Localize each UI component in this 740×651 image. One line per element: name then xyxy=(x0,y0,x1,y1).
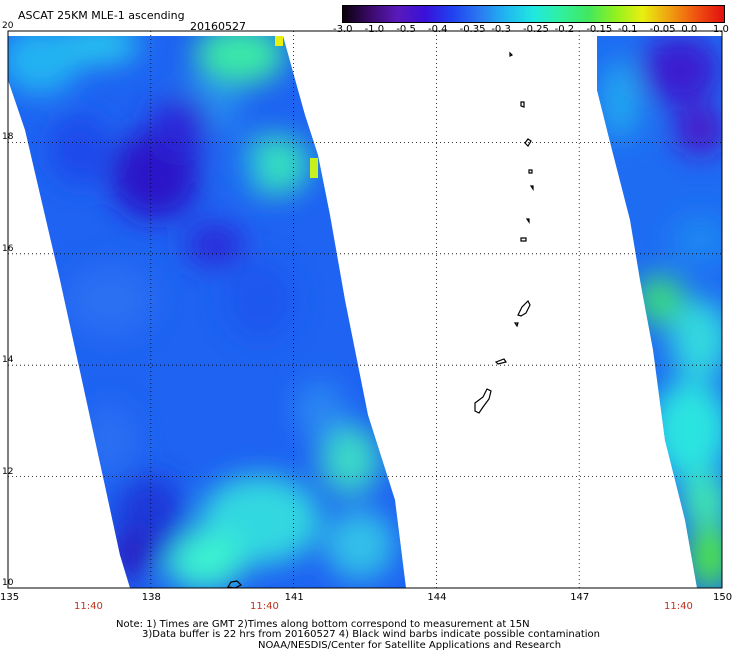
footer-note-3: NOAA/NESDIS/Center for Satellite Applica… xyxy=(258,640,562,651)
colorbar-tick-label: -0.5 xyxy=(396,24,416,35)
colorbar-tick-label: -0.05 xyxy=(649,24,676,35)
footer-note-1: Note: 1) Times are GMT 2)Times along bot… xyxy=(116,619,530,630)
lat-label: 20 xyxy=(2,21,14,31)
lat-label: 18 xyxy=(2,132,14,143)
coastlines xyxy=(227,51,534,589)
colorbar-tick-label: 0.0 xyxy=(681,24,698,35)
lon-label: 150 xyxy=(713,592,733,603)
colorbar-gradient xyxy=(343,6,724,22)
colorbar-tick-label: -1.0 xyxy=(364,24,385,35)
lat-label: 14 xyxy=(2,355,14,366)
colorbar-tick-label: 1.0 xyxy=(713,24,729,35)
colorbar-tick-label: -0.15 xyxy=(586,24,613,35)
lon-label: 147 xyxy=(570,592,590,603)
colorbar xyxy=(342,5,725,23)
lon-label: 138 xyxy=(141,592,161,603)
colorbar-tick-label: -3.0 xyxy=(333,24,353,35)
time-label: 11:40 xyxy=(250,601,279,612)
colorbar-tick-label: -0.1 xyxy=(618,24,638,35)
lat-label: 12 xyxy=(2,466,14,477)
date-label: 20160527 xyxy=(190,20,246,33)
map-frame xyxy=(7,30,723,589)
colorbar-tick-label: -0.35 xyxy=(459,24,486,35)
colorbar-tick-label: -0.3 xyxy=(491,24,511,35)
colorbar-tick-label: -0.25 xyxy=(523,24,549,35)
swath-left xyxy=(8,36,406,588)
time-label: 11:40 xyxy=(664,601,693,612)
lon-label: 135 xyxy=(0,592,20,603)
lat-label: 10 xyxy=(2,578,14,588)
colorbar-tick-label: -0.4 xyxy=(428,24,448,35)
lat-label: 16 xyxy=(2,243,14,254)
colorbar-tick-label: -0.2 xyxy=(554,24,575,35)
footer-note-2: 3)Data buffer is 22 hrs from 20160527 4)… xyxy=(142,629,600,640)
lon-label: 141 xyxy=(284,592,304,603)
lon-label: 144 xyxy=(427,592,447,603)
product-title: ASCAT 25KM MLE-1 ascending xyxy=(18,9,185,22)
time-label: 11:40 xyxy=(74,601,103,612)
swath-right xyxy=(597,36,722,588)
